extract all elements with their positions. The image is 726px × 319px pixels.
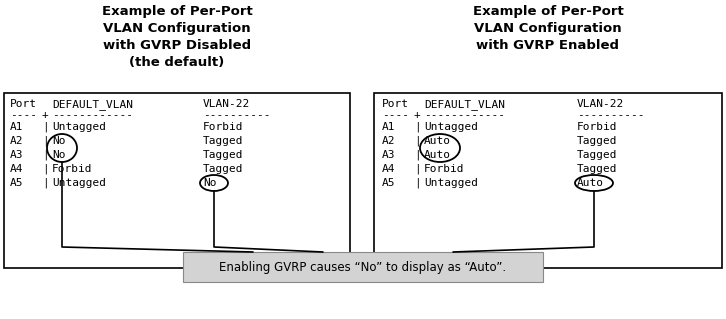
Bar (183, 252, 543, 282)
Text: Auto: Auto (424, 136, 451, 146)
Text: A4: A4 (10, 164, 23, 174)
Text: ----: ---- (10, 110, 37, 120)
Text: A2: A2 (10, 136, 23, 146)
Text: Untagged: Untagged (52, 122, 106, 132)
Ellipse shape (575, 175, 613, 191)
Text: A2: A2 (382, 136, 396, 146)
Text: A1: A1 (382, 122, 396, 132)
Text: |: | (414, 178, 421, 189)
Text: ------------: ------------ (52, 110, 133, 120)
Text: ----------: ---------- (203, 110, 271, 120)
Text: Forbid: Forbid (203, 122, 243, 132)
Text: No: No (203, 178, 216, 188)
Text: |: | (414, 136, 421, 146)
Text: VLAN-22: VLAN-22 (577, 99, 624, 109)
Text: |: | (42, 122, 49, 132)
Text: DEFAULT_VLAN: DEFAULT_VLAN (424, 99, 505, 110)
Bar (4, 93, 350, 268)
Text: A5: A5 (10, 178, 23, 188)
Text: Example of Per-Port
VLAN Configuration
with GVRP Enabled: Example of Per-Port VLAN Configuration w… (473, 5, 624, 52)
Text: ----------: ---------- (577, 110, 645, 120)
Text: ----: ---- (382, 110, 409, 120)
Text: |: | (414, 150, 421, 160)
Text: Forbid: Forbid (424, 164, 465, 174)
Text: No: No (52, 150, 65, 160)
Text: |: | (414, 122, 421, 132)
Ellipse shape (200, 175, 228, 191)
Text: |: | (42, 136, 49, 146)
Text: A5: A5 (382, 178, 396, 188)
Ellipse shape (47, 134, 77, 162)
Text: A1: A1 (10, 122, 23, 132)
Bar (374, 93, 722, 268)
Text: ------------: ------------ (424, 110, 505, 120)
Ellipse shape (420, 134, 460, 162)
Text: VLAN-22: VLAN-22 (203, 99, 250, 109)
Text: Port: Port (10, 99, 37, 109)
Text: Port: Port (382, 99, 409, 109)
Text: No: No (52, 136, 65, 146)
Text: +: + (414, 110, 421, 120)
Text: |: | (42, 164, 49, 174)
Text: Tagged: Tagged (577, 150, 618, 160)
Text: Auto: Auto (577, 178, 604, 188)
Text: A3: A3 (10, 150, 23, 160)
Text: Forbid: Forbid (577, 122, 618, 132)
Text: Tagged: Tagged (203, 136, 243, 146)
Text: |: | (414, 164, 421, 174)
Text: Tagged: Tagged (577, 164, 618, 174)
Text: Untagged: Untagged (424, 178, 478, 188)
Text: Untagged: Untagged (424, 122, 478, 132)
Text: +: + (42, 110, 49, 120)
Text: Enabling GVRP causes “No” to display as “Auto”.: Enabling GVRP causes “No” to display as … (219, 261, 507, 273)
Text: Example of Per-Port
VLAN Configuration
with GVRP Disabled
(the default): Example of Per-Port VLAN Configuration w… (102, 5, 253, 69)
Text: DEFAULT_VLAN: DEFAULT_VLAN (52, 99, 133, 110)
Text: |: | (42, 178, 49, 189)
Text: Untagged: Untagged (52, 178, 106, 188)
Text: A3: A3 (382, 150, 396, 160)
Text: Auto: Auto (424, 150, 451, 160)
Text: |: | (42, 150, 49, 160)
Text: Tagged: Tagged (203, 150, 243, 160)
Text: Tagged: Tagged (577, 136, 618, 146)
Text: A4: A4 (382, 164, 396, 174)
Text: Forbid: Forbid (52, 164, 92, 174)
Text: Tagged: Tagged (203, 164, 243, 174)
